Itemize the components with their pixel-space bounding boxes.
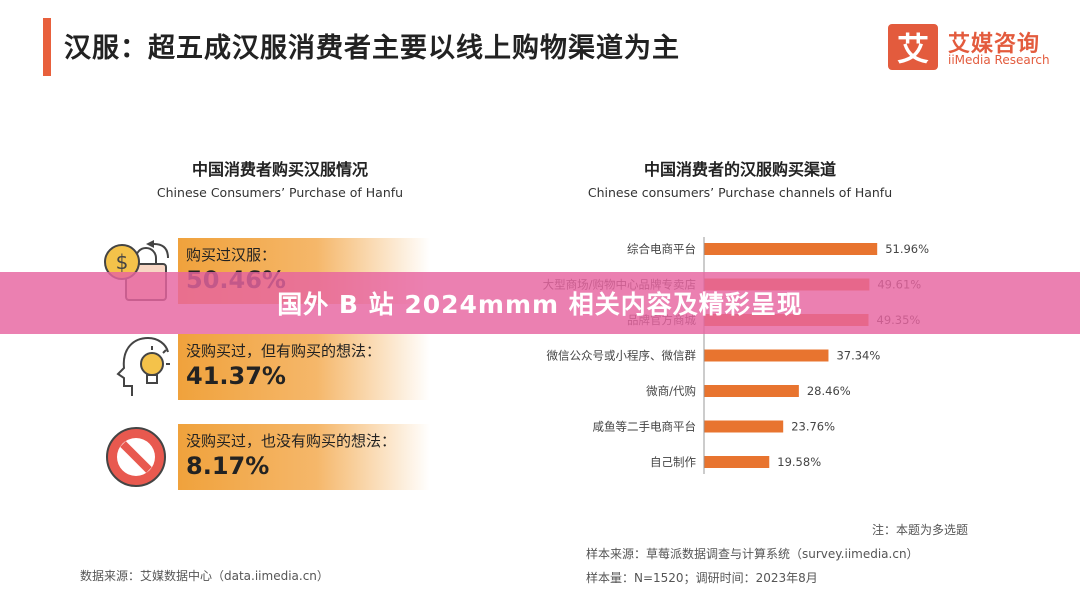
stat-no-intention: 没购买过，也没有购买的想法： 8.17%	[100, 424, 430, 490]
bar	[704, 456, 770, 468]
data-source-note: 数据来源：艾媒数据中心（data.iimedia.cn）	[80, 569, 329, 583]
value-label: 28.46%	[807, 384, 851, 398]
stat-want-to-buy: 没购买过，但有购买的想法： 41.37%	[100, 334, 430, 400]
stat-band	[178, 424, 430, 490]
bar	[704, 243, 878, 255]
page-title: 汉服：超五成汉服消费者主要以线上购物渠道为主	[64, 33, 680, 64]
stat-label: 购买过汉服：	[186, 246, 277, 264]
sample-source-note: 样本来源：草莓派数据调查与计算系统（survey.iimedia.cn）	[586, 547, 919, 561]
sample-size-note: 样本量：N=1520；调研时间：2023年8月	[586, 571, 818, 585]
logo-mark: 艾	[888, 24, 938, 70]
category-label: 微商/代购	[646, 384, 696, 398]
category-label: 综合电商平台	[627, 242, 696, 256]
stat-label: 没购买过，但有购买的想法：	[186, 342, 382, 360]
value-label: 19.58%	[777, 455, 821, 469]
overlay-text: 国外 B 站 2024mmm 相关内容及精彩呈现	[277, 290, 803, 319]
multi-choice-note: 注：本题为多选题	[872, 523, 969, 537]
category-label: 自己制作	[650, 455, 696, 469]
value-label: 23.76%	[791, 420, 835, 434]
iimedia-logo: 艾 艾媒咨询 iiMedia Research	[888, 24, 1063, 72]
prohibited-icon	[106, 427, 166, 487]
stat-label: 没购买过，也没有购买的想法：	[186, 432, 397, 450]
chart-subtitle: Chinese consumers’ Purchase channels of …	[587, 185, 893, 200]
stat-band	[178, 334, 430, 400]
svg-text:$: $	[116, 250, 129, 274]
left-panel-subtitle: Chinese Consumers’ Purchase of Hanfu	[156, 185, 404, 200]
value-label: 37.34%	[836, 349, 880, 363]
overlay-banner: 国外 B 站 2024mmm 相关内容及精彩呈现	[0, 272, 1080, 334]
stat-value: 41.37%	[186, 362, 286, 390]
left-panel-title: 中国消费者购买汉服情况	[191, 160, 368, 179]
stat-value: 8.17%	[186, 452, 270, 480]
bar	[704, 420, 784, 433]
bar	[704, 349, 829, 362]
logo-name-en: iiMedia Research	[948, 53, 1050, 67]
title-accent-bar	[43, 18, 51, 76]
logo-name-cn: 艾媒咨询	[948, 32, 1041, 57]
category-label: 咸鱼等二手电商平台	[593, 420, 697, 434]
channel-bar-chart: 综合电商平台51.96%大型商场/购物中心品牌专卖店49.61%品牌官方商城49…	[543, 237, 929, 474]
chart-title: 中国消费者的汉服购买渠道	[643, 160, 836, 179]
head-lightbulb-icon	[116, 336, 170, 396]
value-label: 51.96%	[885, 242, 929, 256]
bar	[704, 385, 799, 397]
category-label: 微信公众号或小程序、微信群	[547, 349, 697, 363]
